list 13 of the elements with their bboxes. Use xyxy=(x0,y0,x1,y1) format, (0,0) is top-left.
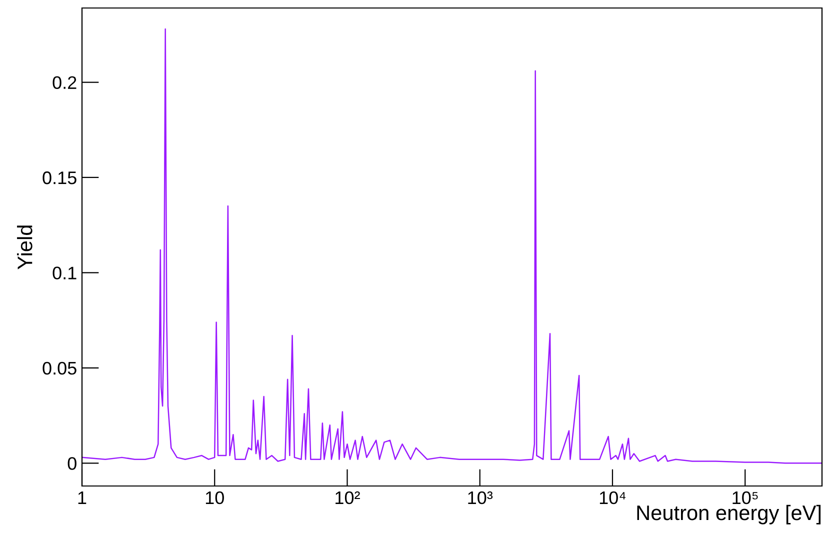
x-axis-title: Neutron energy [eV] xyxy=(637,504,821,524)
x-tick-label: 1 xyxy=(78,492,86,504)
y-axis-title: Yield xyxy=(17,226,32,270)
x-tick-label: 10 xyxy=(206,491,224,504)
y-tick-label: 0.15 xyxy=(42,171,76,184)
y-tick-label: 0.05 xyxy=(42,362,76,375)
x-tick-label: 10² xyxy=(336,491,360,504)
y-tick-label: 0 xyxy=(68,457,76,470)
y-tick-label: 0.1 xyxy=(52,266,76,280)
x-tick-label: 10⁵ xyxy=(732,491,758,504)
x-tick-label: 10³ xyxy=(468,491,493,504)
y-tick-label: 0.2 xyxy=(52,76,76,89)
x-tick-label: 10⁴ xyxy=(600,491,626,504)
